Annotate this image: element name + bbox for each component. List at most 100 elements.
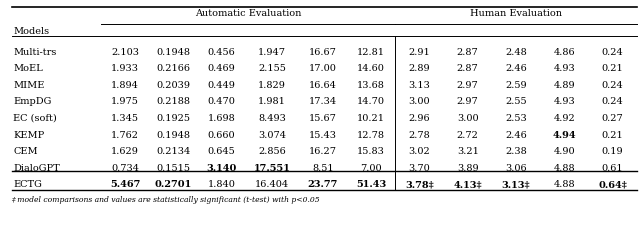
Text: 0.24: 0.24 (602, 48, 623, 57)
Text: 2.97: 2.97 (457, 81, 479, 90)
Text: 16.64: 16.64 (309, 81, 337, 90)
Text: 4.93: 4.93 (554, 64, 575, 73)
Text: 1.829: 1.829 (259, 81, 286, 90)
Text: 3.78‡: 3.78‡ (405, 180, 434, 189)
Text: EC (soft): EC (soft) (13, 114, 57, 123)
Text: 0.645: 0.645 (208, 147, 236, 156)
Text: 0.469: 0.469 (208, 64, 236, 73)
Text: 8.493: 8.493 (259, 114, 286, 123)
Text: 2.46: 2.46 (505, 130, 527, 140)
Text: 17.551: 17.551 (254, 164, 291, 173)
Text: 2.87: 2.87 (457, 64, 479, 73)
Text: 2.89: 2.89 (408, 64, 430, 73)
Text: 1.933: 1.933 (111, 64, 139, 73)
Text: 8.51: 8.51 (312, 164, 333, 173)
Text: 0.456: 0.456 (208, 48, 236, 57)
Text: 4.94: 4.94 (552, 130, 576, 140)
Text: 0.2701: 0.2701 (155, 180, 192, 189)
Text: 0.470: 0.470 (207, 97, 236, 106)
Text: 4.89: 4.89 (554, 81, 575, 90)
Text: 17.34: 17.34 (308, 97, 337, 106)
Text: 2.856: 2.856 (259, 147, 286, 156)
Text: 7.00: 7.00 (360, 164, 382, 173)
Text: 3.13‡: 3.13‡ (502, 180, 531, 189)
Text: 0.21: 0.21 (602, 64, 623, 73)
Text: 12.78: 12.78 (357, 130, 385, 140)
Text: 3.89: 3.89 (457, 164, 479, 173)
Text: 0.24: 0.24 (602, 81, 623, 90)
Text: 0.449: 0.449 (207, 81, 236, 90)
Text: 3.70: 3.70 (408, 164, 430, 173)
Text: 17.00: 17.00 (309, 64, 337, 73)
Text: MoEL: MoEL (13, 64, 43, 73)
Text: 3.074: 3.074 (258, 130, 286, 140)
Text: 51.43: 51.43 (356, 180, 387, 189)
Text: 16.404: 16.404 (255, 180, 289, 189)
Text: 0.24: 0.24 (602, 97, 623, 106)
Text: 0.2166: 0.2166 (156, 64, 190, 73)
Text: 15.67: 15.67 (309, 114, 337, 123)
Text: 15.43: 15.43 (309, 130, 337, 140)
Text: 2.38: 2.38 (505, 147, 527, 156)
Text: 4.92: 4.92 (554, 114, 575, 123)
Text: 3.00: 3.00 (457, 114, 479, 123)
Text: 2.91: 2.91 (408, 48, 430, 57)
Text: 1.345: 1.345 (111, 114, 139, 123)
Text: 2.155: 2.155 (259, 64, 286, 73)
Text: 4.86: 4.86 (554, 48, 575, 57)
Text: 0.21: 0.21 (602, 130, 623, 140)
Text: 1.762: 1.762 (111, 130, 139, 140)
Text: 2.72: 2.72 (457, 130, 479, 140)
Text: 1.894: 1.894 (111, 81, 139, 90)
Text: 2.48: 2.48 (505, 48, 527, 57)
Text: Models: Models (13, 27, 49, 36)
Text: 0.1948: 0.1948 (156, 130, 190, 140)
Text: 1.840: 1.840 (207, 180, 236, 189)
Text: 0.61: 0.61 (602, 164, 623, 173)
Text: 0.2134: 0.2134 (156, 147, 191, 156)
Text: ECTG: ECTG (13, 180, 42, 189)
Text: DialoGPT: DialoGPT (13, 164, 60, 173)
Text: 4.13‡: 4.13‡ (453, 180, 482, 189)
Text: Human Evaluation: Human Evaluation (470, 9, 562, 18)
Text: KEMP: KEMP (13, 130, 45, 140)
Text: 2.53: 2.53 (505, 114, 527, 123)
Text: 14.60: 14.60 (357, 64, 385, 73)
Text: 0.660: 0.660 (208, 130, 236, 140)
Text: CEM: CEM (13, 147, 38, 156)
Text: 0.2188: 0.2188 (156, 97, 190, 106)
Text: 23.77: 23.77 (308, 180, 338, 189)
Text: 2.87: 2.87 (457, 48, 479, 57)
Text: 0.64‡: 0.64‡ (598, 180, 627, 189)
Text: 1.947: 1.947 (258, 48, 286, 57)
Text: 0.19: 0.19 (602, 147, 623, 156)
Text: 2.78: 2.78 (408, 130, 430, 140)
Text: 12.81: 12.81 (357, 48, 385, 57)
Text: 3.00: 3.00 (408, 97, 430, 106)
Text: 0.27: 0.27 (602, 114, 623, 123)
Text: 2.59: 2.59 (505, 81, 527, 90)
Text: 2.103: 2.103 (111, 48, 139, 57)
Text: 4.88: 4.88 (554, 180, 575, 189)
Text: 14.70: 14.70 (357, 97, 385, 106)
Text: Multi-trs: Multi-trs (13, 48, 57, 57)
Text: 0.1948: 0.1948 (156, 48, 190, 57)
Text: 2.55: 2.55 (505, 97, 527, 106)
Text: 1.629: 1.629 (111, 147, 139, 156)
Text: 4.90: 4.90 (554, 147, 575, 156)
Text: 0.1925: 0.1925 (156, 114, 190, 123)
Text: Automatic Evaluation: Automatic Evaluation (195, 9, 301, 18)
Text: 13.68: 13.68 (357, 81, 385, 90)
Text: 1.981: 1.981 (259, 97, 286, 106)
Text: 0.2039: 0.2039 (156, 81, 190, 90)
Text: 1.698: 1.698 (208, 114, 236, 123)
Text: 4.88: 4.88 (554, 164, 575, 173)
Text: EmpDG: EmpDG (13, 97, 52, 106)
Text: 0.734: 0.734 (111, 164, 139, 173)
Text: 2.46: 2.46 (505, 64, 527, 73)
Text: MIME: MIME (13, 81, 45, 90)
Text: 3.140: 3.140 (207, 164, 237, 173)
Text: 2.97: 2.97 (457, 97, 479, 106)
Text: 3.21: 3.21 (457, 147, 479, 156)
Text: 15.83: 15.83 (357, 147, 385, 156)
